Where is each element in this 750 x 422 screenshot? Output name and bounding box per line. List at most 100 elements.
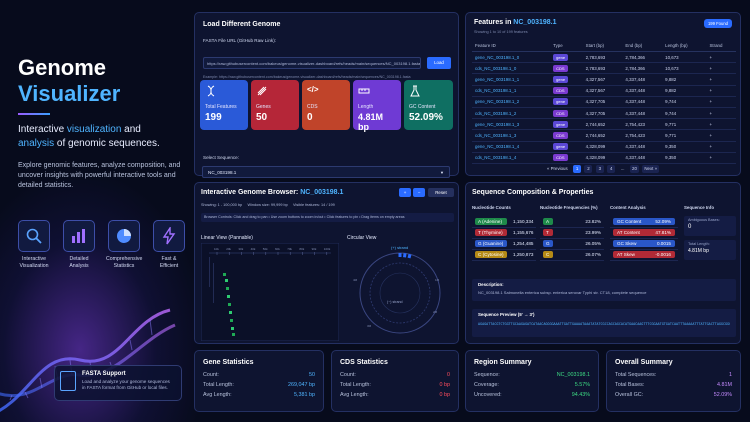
hero-title-line2: Visualizer <box>18 81 121 106</box>
feature-mark[interactable] <box>230 319 233 322</box>
feature-end: 4,337,448 <box>622 141 663 153</box>
table-row[interactable]: cds_NC_003198.1_2 CDS 4,327,705 4,337,448 9,… <box>472 107 736 120</box>
flask-icon <box>409 85 448 98</box>
zoom-in-button[interactable]: + <box>399 188 411 197</box>
feature-start: 2,783,693 <box>582 51 623 64</box>
feature-id: cds_NC_003198.1_4 <box>472 152 551 164</box>
table-row[interactable]: cds_NC_003198.1_3 CDS 2,744,652 2,754,423 9,… <box>472 129 736 142</box>
tick-label: 90k <box>312 247 317 251</box>
linear-view[interactable]: 10k 20k 30k 40k 50k 60k 70k 80k 90k 100k <box>201 243 339 341</box>
count-row: G (Guanine) 1,254,485 <box>472 238 537 250</box>
feature-type: gene <box>550 118 583 131</box>
hero: Genome Visualizer Interactive visualizat… <box>18 55 188 191</box>
card-cds: </> CDS 0 <box>302 80 350 130</box>
feature-mark[interactable] <box>226 287 229 290</box>
card-total-features: Total Features 199 <box>200 80 248 130</box>
hero-subtitle: Interactive visualization and analysis of… <box>18 124 160 149</box>
feature-id: cds_NC_003198.1_1 <box>472 85 551 97</box>
reset-button[interactable]: Reset <box>428 188 454 197</box>
feature-start: 2,783,693 <box>582 62 623 75</box>
feature-mark[interactable] <box>209 257 210 287</box>
column-header[interactable]: Start (bp) <box>582 40 623 52</box>
tick-label: 70k <box>287 247 292 251</box>
feature-strand: + <box>706 141 736 153</box>
table-row[interactable]: gene_NC_003198.1_1 gene 4,327,567 4,337,448… <box>472 73 736 86</box>
previous-page-button[interactable]: « Previous <box>546 166 568 171</box>
dna-icon <box>205 85 243 98</box>
feature-label: Comprehensive Statistics <box>106 256 143 269</box>
url-label: FASTA File URL (GitHub Raw Link): <box>203 38 277 43</box>
nucleotide-counts-table: A (Adenine) 1,150,334 T (Thymine) 1,155,676… <box>472 216 537 261</box>
feature-mark[interactable] <box>223 273 226 276</box>
browser-info: Showing: 1 - 100,000 bp Window size: 99,… <box>201 203 335 207</box>
page-button[interactable]: 4 <box>607 165 616 173</box>
feature-type: gene <box>550 141 583 153</box>
table-row[interactable]: cds_NC_003198.1_1 CDS 4,327,567 4,337,448 9,… <box>472 85 736 97</box>
features-table-body: gene_NC_003198.1_0 gene 2,783,693 2,784,366… <box>472 51 736 164</box>
feature-mark[interactable] <box>213 263 214 303</box>
ruler-icon <box>358 85 396 98</box>
zoom-out-button[interactable]: − <box>413 188 425 197</box>
feature-mark[interactable] <box>225 279 228 282</box>
feature-label: Fast & Efficient <box>159 256 179 269</box>
column-header[interactable]: Strand <box>706 40 736 52</box>
feature-end: 2,754,423 <box>622 118 663 131</box>
tick-label: 10k <box>214 247 219 251</box>
tick-label: 60k <box>275 247 280 251</box>
table-row[interactable]: cds_NC_003198.1_4 CDS 4,328,099 4,337,448 9,… <box>472 152 736 164</box>
count-row: C (Cytosine) 1,250,873 <box>472 249 537 261</box>
table-row[interactable]: gene_NC_003198.1_0 gene 2,783,693 2,784,366… <box>472 51 736 64</box>
circular-view[interactable]: (+) strand (−) strand 1M 2M 3M 4M <box>347 241 453 341</box>
feature-mark[interactable] <box>228 303 231 306</box>
load-button[interactable]: Load <box>427 57 451 69</box>
card-genes: Genes 50 <box>251 80 299 130</box>
page-button[interactable]: 3 <box>595 165 604 173</box>
feature-mark[interactable] <box>232 333 235 336</box>
column-header[interactable]: End (bp) <box>622 40 663 52</box>
pagination: « Previous 1 2 3 4 ... 20 Next » <box>466 165 740 173</box>
freq-row: G 26.05% <box>540 238 604 250</box>
feature-end: 4,337,448 <box>622 96 663 108</box>
table-row[interactable]: gene_NC_003198.1_2 gene 4,327,705 4,337,448… <box>472 96 736 108</box>
table-row[interactable]: cds_NC_003198.1_0 CDS 2,783,693 2,784,366 10… <box>472 62 736 75</box>
linear-features <box>209 257 235 336</box>
feature-item: Fast & Efficient <box>151 220 187 270</box>
next-page-button[interactable]: Next » <box>642 165 660 173</box>
feature-mark[interactable] <box>229 311 232 314</box>
column-header[interactable]: Length (bp) <box>662 40 707 52</box>
overall-summary-panel: Overall Summary Total Sequences: 1 Total … <box>606 350 741 412</box>
features-panel: Features in NC_003198.1 199 Found Showin… <box>465 12 741 176</box>
feature-type: CDS <box>550 152 583 164</box>
column-header[interactable]: Feature ID <box>472 40 551 52</box>
content-row: GC Content 52.09% <box>610 216 678 228</box>
page-button[interactable]: 2 <box>584 165 593 173</box>
table-row[interactable]: gene_NC_003198.1_3 gene 2,744,652 2,754,423… <box>472 118 736 131</box>
select-label: Select Sequence: <box>203 155 240 160</box>
feature-start: 4,327,705 <box>582 107 623 120</box>
feature-id: gene_NC_003198.1_2 <box>472 96 551 108</box>
length-box: Total Length: 4.81M bp <box>684 240 736 260</box>
sequence-preview-box: Sequence Preview (5' → 3') AGAGATTACGTCT… <box>472 309 736 337</box>
sequence-select[interactable]: NC_003198.1 ▼ <box>202 166 450 178</box>
page-button[interactable]: 20 <box>630 165 639 173</box>
linear-ticks: 10k 20k 30k 40k 50k 60k 70k 80k 90k 100k <box>214 247 331 255</box>
features-table: Feature ID Type Start (bp) End (bp) Length (… <box>472 40 736 164</box>
table-row[interactable]: gene_NC_003198.1_4 gene 4,328,099 4,337,448… <box>472 141 736 153</box>
feature-mark[interactable] <box>227 295 230 298</box>
composition-panel: Sequence Composition & Properties Nucleo… <box>465 182 741 344</box>
feature-strand: + <box>706 118 736 131</box>
feature-length: 9,744 <box>662 96 707 108</box>
feature-start: 4,327,567 <box>582 85 623 97</box>
gene-statistics-panel: Gene Statistics Count: 50 Total Length: 26… <box>194 350 324 412</box>
feature-start: 4,328,099 <box>582 152 623 164</box>
feature-mark[interactable] <box>231 327 234 330</box>
content-heading: Content Analysis <box>610 205 646 210</box>
feature-end: 2,784,366 <box>622 51 663 64</box>
accent-bar <box>18 113 50 115</box>
column-header[interactable]: Type <box>550 40 583 52</box>
url-input[interactable]: https://raw.githubusercontent.com/bakeus… <box>203 57 421 69</box>
composition-title: Sequence Composition & Properties <box>472 189 594 196</box>
page-button[interactable]: 1 <box>573 165 582 173</box>
freq-row: A 23.82% <box>540 216 604 228</box>
feature-length: 9,771 <box>662 129 707 142</box>
